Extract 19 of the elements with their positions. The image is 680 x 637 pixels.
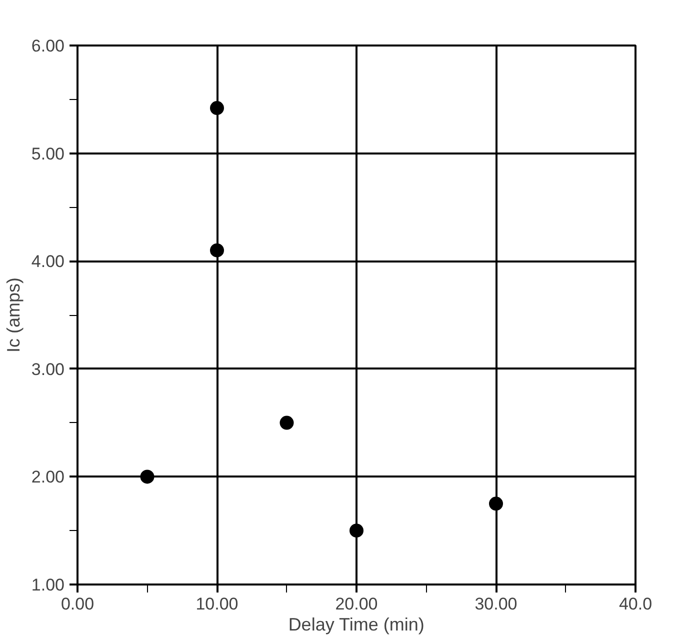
y-tick-label: 2.00	[31, 468, 65, 487]
point	[210, 243, 224, 258]
y-tick-label: 6.00	[31, 36, 65, 56]
point	[140, 470, 154, 484]
point	[489, 496, 503, 511]
point	[350, 524, 364, 538]
x-tick-label: 0.00	[60, 594, 94, 614]
y-tick-label: 3.00	[31, 360, 65, 379]
x-tick-label: 30.00	[474, 594, 518, 614]
x-axis-title: Delay Time (min)	[288, 614, 424, 634]
y-tick-label: 5.00	[31, 144, 65, 164]
x-tick-label: 20.00	[335, 594, 378, 614]
x-tick-label: 10.00	[196, 594, 238, 614]
y-axis-title: Ic (amps)	[3, 277, 24, 353]
y-tick-label: 1.00	[31, 576, 65, 594]
point	[280, 416, 294, 430]
point	[210, 101, 224, 116]
y-tick-label: 4.00	[31, 252, 65, 272]
x-tick-label: 40.0	[618, 594, 652, 614]
